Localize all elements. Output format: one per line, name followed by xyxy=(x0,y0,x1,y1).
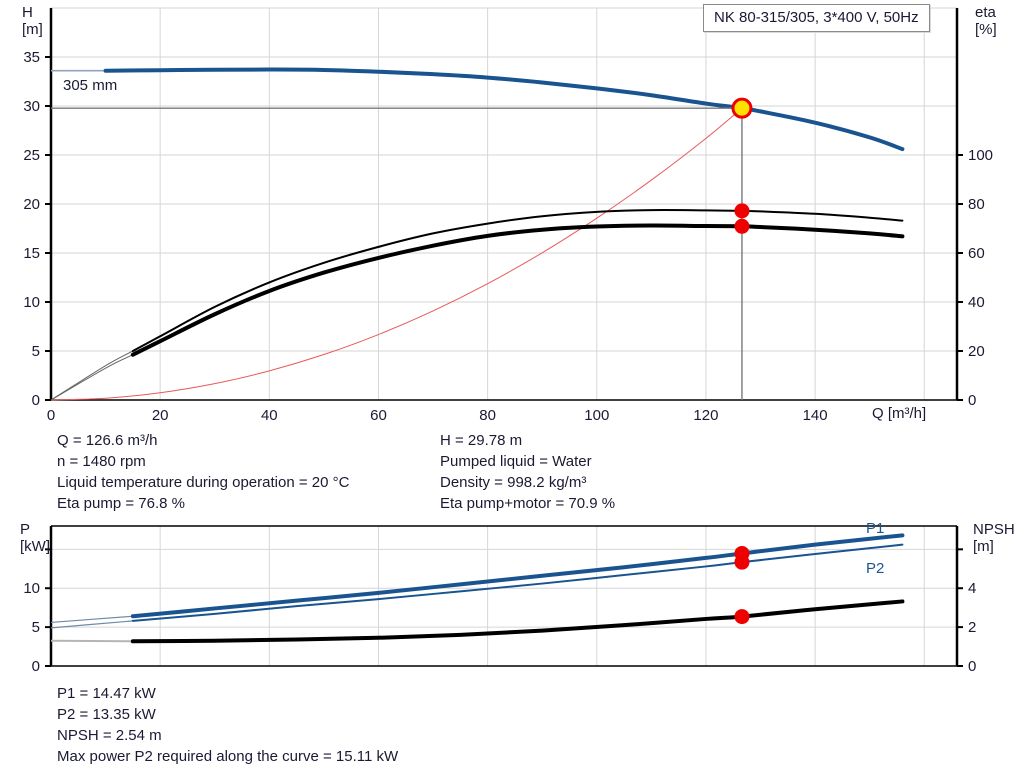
head-curve xyxy=(103,67,905,152)
tick-label-flow: 80 xyxy=(479,407,496,420)
head-efficiency-chart: 0 5 10 15 20 25 30 35 0 20 40 60 80 100 0 20 40 60 80 100 12… xyxy=(23,7,993,420)
eta-curve-leadin xyxy=(50,354,134,401)
eta-pump-motor-duty-marker xyxy=(734,218,750,234)
tick-label-power: 0 xyxy=(32,658,40,675)
p2-duty-marker xyxy=(734,554,750,570)
impeller-diameter-label: 305 mm xyxy=(63,77,118,94)
tick-label-npsh: 4 xyxy=(968,580,976,597)
p1-curve xyxy=(130,533,905,619)
tick-label-eta: 60 xyxy=(968,245,985,262)
power-info-line-2: P2 = 13.35 kW xyxy=(57,706,156,723)
tick-label-head: 25 xyxy=(23,147,40,164)
npsh-curve-leadin xyxy=(50,639,133,643)
duty-info-left-line-4: Eta pump = 76.8 % xyxy=(57,495,185,512)
tick-label-head: 20 xyxy=(23,196,40,213)
tick-label-head: 0 xyxy=(32,392,40,409)
tick-label-eta: 40 xyxy=(968,294,985,311)
npsh-curve xyxy=(130,599,905,644)
npsh-axis-title: NPSH [m] xyxy=(973,521,1015,556)
p2-curve xyxy=(131,543,904,622)
p2-curve-leadin xyxy=(50,620,133,629)
duty-info-left-line-1: Q = 126.6 m³/h xyxy=(57,432,158,449)
power-info-line-3: NPSH = 2.54 m xyxy=(57,727,162,744)
tick-label-flow: 40 xyxy=(261,407,278,420)
tick-label-flow: 60 xyxy=(370,407,387,420)
head-axis-title: H [m] xyxy=(22,4,43,39)
duty-info-right-line-3: Density = 998.2 kg/m³ xyxy=(440,474,587,491)
eta-axis-title: eta [%] xyxy=(975,4,997,39)
tick-label-head: 30 xyxy=(23,98,40,115)
tick-label-head: 15 xyxy=(23,245,40,262)
tick-label-head: 10 xyxy=(23,294,40,311)
duty-info-right-line-1: H = 29.78 m xyxy=(440,432,523,449)
tick-label-head: 5 xyxy=(32,343,40,360)
eta-pump-duty-marker xyxy=(734,203,750,219)
flow-axis-title: Q [m³/h] xyxy=(872,405,927,422)
p1-series-label: P1 xyxy=(866,520,885,537)
tick-label-eta: 20 xyxy=(968,343,985,360)
duty-info-right-line-2: Pumped liquid = Water xyxy=(440,453,592,470)
tick-label-flow: 0 xyxy=(47,407,55,420)
p2-series-label: P2 xyxy=(866,560,885,577)
tick-label-eta: 0 xyxy=(968,392,976,409)
tick-label-eta: 100 xyxy=(968,147,993,164)
duty-info-left-line-2: n = 1480 rpm xyxy=(57,453,146,470)
tick-label-eta: 80 xyxy=(968,196,985,213)
duty-info-right-line-4: Eta pump+motor = 70.9 % xyxy=(440,495,616,512)
tick-label-flow: 100 xyxy=(584,407,609,420)
tick-label-flow: 20 xyxy=(152,407,169,420)
tick-label-flow: 120 xyxy=(693,407,718,420)
duty-info-left-line-3: Liquid temperature during operation = 20… xyxy=(57,474,350,491)
tick-label-flow: 140 xyxy=(803,407,828,420)
power-info-line-4: Max power P2 required along the curve = … xyxy=(57,748,399,765)
model-label-box: NK 80-315/305, 3*400 V, 50Hz xyxy=(703,4,930,32)
tick-label-power: 5 xyxy=(32,619,40,636)
tick-label-head: 35 xyxy=(23,49,40,66)
tick-label-npsh: 0 xyxy=(968,658,976,675)
tick-label-npsh: 2 xyxy=(968,619,976,636)
power-npsh-chart: 0 5 10 0 2 4 xyxy=(23,525,976,675)
power-axis-title: P [kW] xyxy=(20,521,50,556)
eta-pump-curve xyxy=(131,209,904,352)
red-reference-curve xyxy=(50,107,743,401)
tick-label-power: 10 xyxy=(23,580,40,597)
duty-point-marker[interactable] xyxy=(731,97,753,119)
npsh-duty-marker xyxy=(734,609,750,625)
eta-pump-motor-curve xyxy=(130,223,905,357)
p1-curve-leadin xyxy=(50,615,133,624)
power-info-line-1: P1 = 14.47 kW xyxy=(57,685,156,702)
